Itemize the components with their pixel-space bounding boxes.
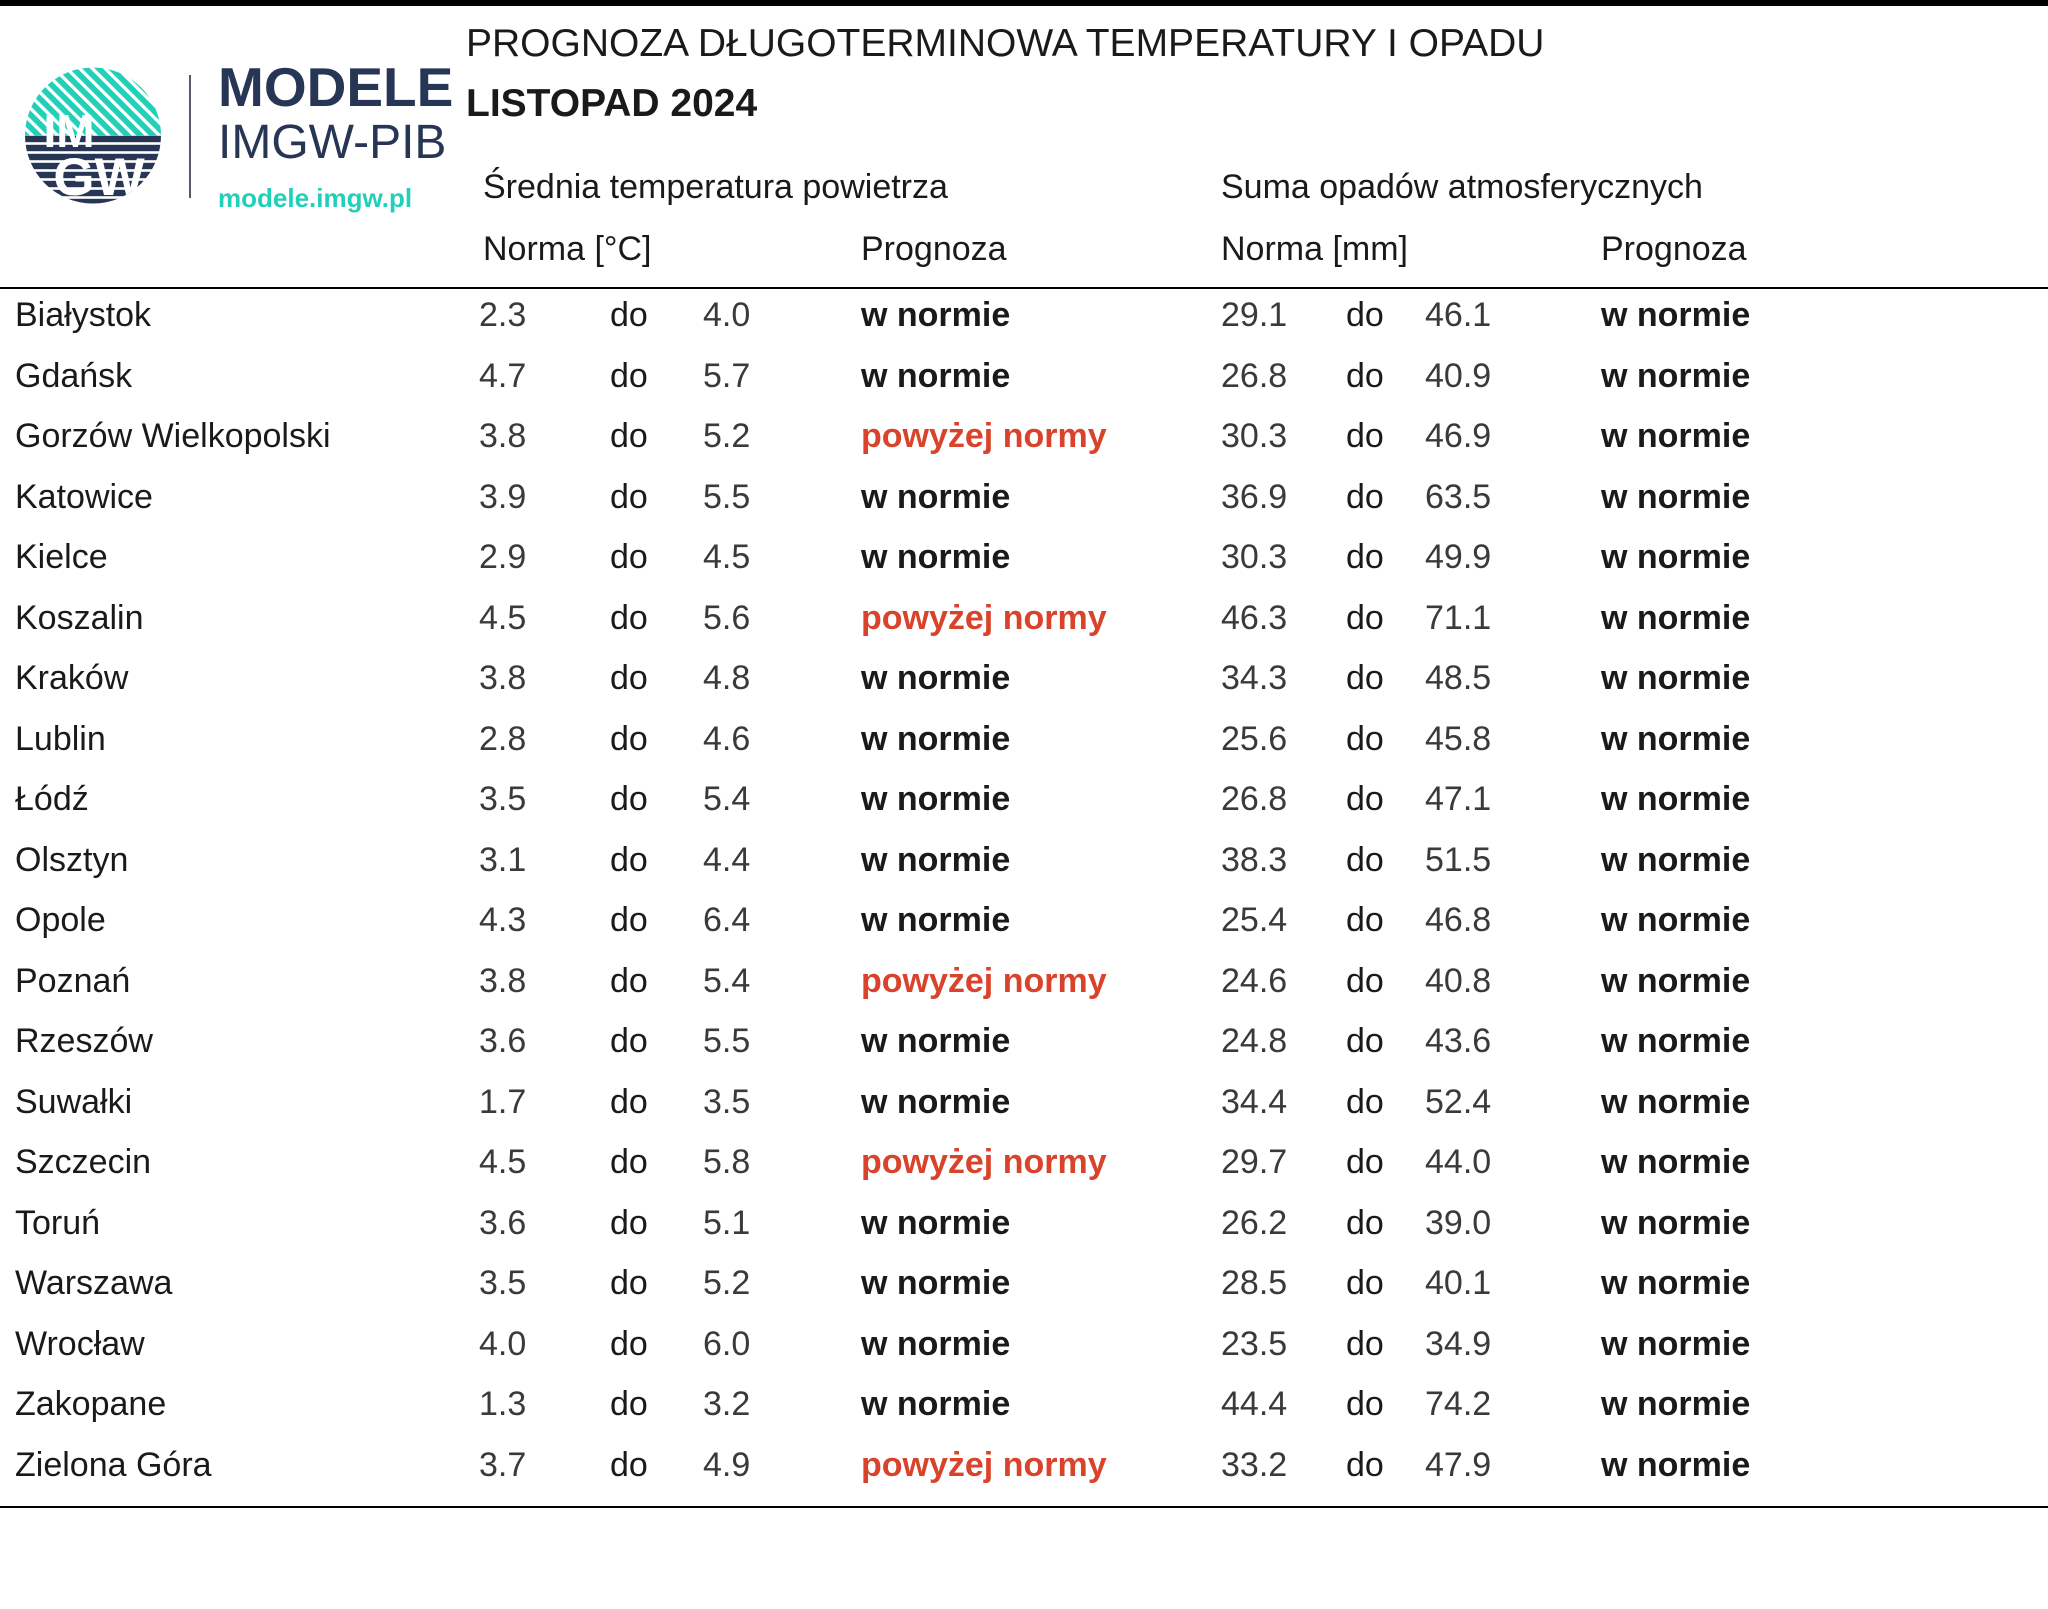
svg-text:GW: GW xyxy=(53,148,144,204)
